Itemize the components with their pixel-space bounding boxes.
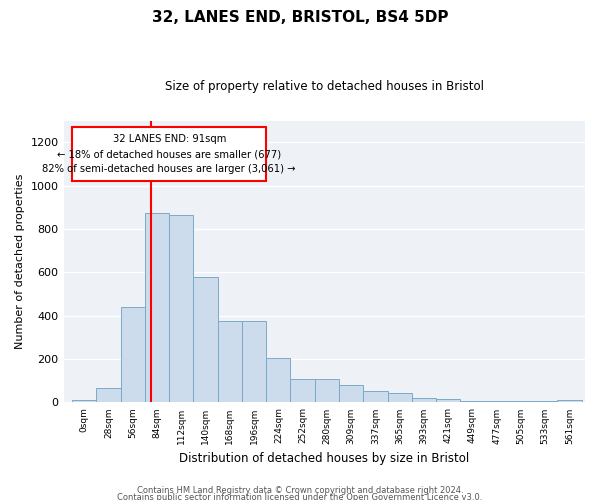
Bar: [242, 321, 266, 402]
Text: 32 LANES END: 91sqm
← 18% of detached houses are smaller (677)
82% of semi-detac: 32 LANES END: 91sqm ← 18% of detached ho…: [43, 134, 296, 174]
Bar: [193, 276, 218, 402]
Bar: [557, 400, 581, 402]
Bar: [218, 321, 242, 402]
Bar: [145, 212, 169, 402]
Title: Size of property relative to detached houses in Bristol: Size of property relative to detached ho…: [165, 80, 484, 93]
Bar: [97, 388, 121, 402]
Bar: [388, 392, 412, 402]
Bar: [266, 358, 290, 403]
Bar: [169, 215, 193, 402]
Bar: [290, 378, 315, 402]
Text: Contains HM Land Registry data © Crown copyright and database right 2024.: Contains HM Land Registry data © Crown c…: [137, 486, 463, 495]
Bar: [436, 399, 460, 402]
Y-axis label: Number of detached properties: Number of detached properties: [15, 174, 25, 349]
Bar: [121, 307, 145, 402]
Bar: [72, 400, 97, 402]
Text: Contains public sector information licensed under the Open Government Licence v3: Contains public sector information licen…: [118, 494, 482, 500]
X-axis label: Distribution of detached houses by size in Bristol: Distribution of detached houses by size …: [179, 452, 469, 465]
Bar: [412, 398, 436, 402]
Bar: [339, 385, 363, 402]
Bar: [363, 390, 388, 402]
Bar: [72, 127, 266, 182]
Text: 32, LANES END, BRISTOL, BS4 5DP: 32, LANES END, BRISTOL, BS4 5DP: [152, 10, 448, 25]
Bar: [315, 378, 339, 402]
